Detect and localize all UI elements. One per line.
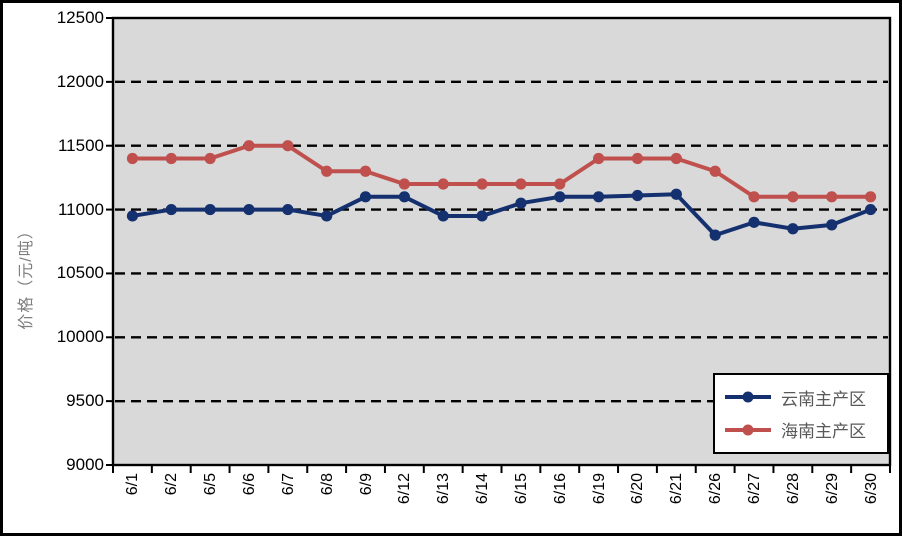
series-yunnan-point-6/5 [204,203,216,216]
series-yunnan-point-6/7 [282,203,294,216]
legend-item-hainan: 海南主产区 [715,417,887,442]
series-yunnan-point-6/28 [787,223,799,235]
x-tick-label: 6/30 [862,473,880,505]
series-yunnan-point-6/26 [709,229,721,241]
legend-label-yunnan: 云南主产区 [781,389,866,409]
series-hainan-point-6/13 [437,178,449,190]
series-hainan-point-6/19 [593,152,605,165]
y-tick-label: 11000 [57,199,104,219]
x-tick-label: 6/27 [746,473,764,505]
legend-item-yunnan: 云南主产区 [715,385,887,410]
series-hainan-point-6/12 [398,178,410,190]
series-hainan-point-6/27 [748,191,760,203]
series-hainan-point-6/28 [787,191,799,203]
x-tick-label: 6/7 [279,473,297,496]
x-tick-label: 6/26 [707,473,725,505]
series-yunnan-point-6/9 [359,191,372,203]
x-tick-label: 6/28 [784,473,802,505]
x-tick-label: 6/16 [551,473,569,505]
x-tick-label: 6/1 [124,473,142,496]
series-hainan-point-6/16 [554,178,566,190]
series-yunnan-point-6/2 [165,203,177,216]
series-hainan-point-6/1 [126,152,139,165]
series-hainan-point-6/26 [709,165,721,177]
series-yunnan-point-6/29 [826,219,838,231]
x-tick-label: 6/2 [163,473,181,496]
series-yunnan-point-6/1 [126,210,139,222]
series-hainan-point-6/30 [864,191,877,203]
plot-area [106,16,892,473]
hainan-series-marker-icon [725,424,771,436]
x-tick-label: 6/15 [512,473,530,505]
series-yunnan-point-6/30 [864,203,877,216]
series-hainan-line [130,143,873,199]
series-hainan-point-6/6 [243,140,255,152]
x-tick-label: 6/8 [318,473,336,496]
series-yunnan-point-6/14 [476,210,488,222]
y-tick-label: 10500 [56,263,104,283]
series-yunnan-point-6/20 [631,189,644,202]
series-hainan-point-6/15 [515,178,527,190]
y-tick-label: 12500 [56,8,104,27]
yunnan-series-marker-icon [725,391,771,403]
series-yunnan-point-6/16 [554,191,566,203]
series-hainan-point-6/29 [826,191,838,203]
y-tick-label: 12000 [56,71,104,91]
series-hainan-point-6/20 [631,152,644,165]
series-hainan-point-6/8 [321,165,333,177]
series-yunnan-point-6/27 [748,216,760,228]
series-yunnan-point-6/13 [437,210,449,222]
y-tick-label: 10000 [56,327,104,347]
series-yunnan-point-6/19 [593,191,605,203]
x-tick-label: 6/20 [629,473,647,505]
series-yunnan-point-6/21 [670,188,682,200]
x-tick-label: 6/19 [590,473,608,505]
series-hainan-point-6/14 [476,178,488,190]
x-tick-label: 6/21 [668,473,686,505]
series-yunnan-point-6/8 [321,210,333,222]
series-hainan-point-6/21 [670,152,682,165]
x-tick-label: 6/13 [435,473,453,505]
legend-label-hainan: 海南主产区 [781,422,866,442]
y-tick-label: 9000 [66,455,104,474]
series-hainan-point-6/7 [282,140,294,152]
series-yunnan-point-6/6 [243,203,255,216]
series-yunnan-point-6/12 [398,191,410,203]
x-tick-label: 6/5 [202,473,220,496]
series-hainan-point-6/5 [204,152,216,165]
y-tick-label: 9500 [66,391,104,411]
x-tick-label: 6/6 [240,473,258,496]
series-hainan-point-6/2 [165,152,177,165]
x-tick-label: 6/12 [396,473,414,505]
legend: 云南主产区 海南主产区 [713,373,889,454]
x-tick-label: 6/14 [474,473,492,505]
x-tick-label: 6/9 [357,473,375,496]
y-tick-label: 11500 [57,135,104,155]
x-tick-label: 6/29 [823,473,841,505]
series-yunnan-line [130,192,873,238]
series-yunnan-point-6/15 [515,197,527,209]
series-hainan-point-6/9 [359,165,372,177]
